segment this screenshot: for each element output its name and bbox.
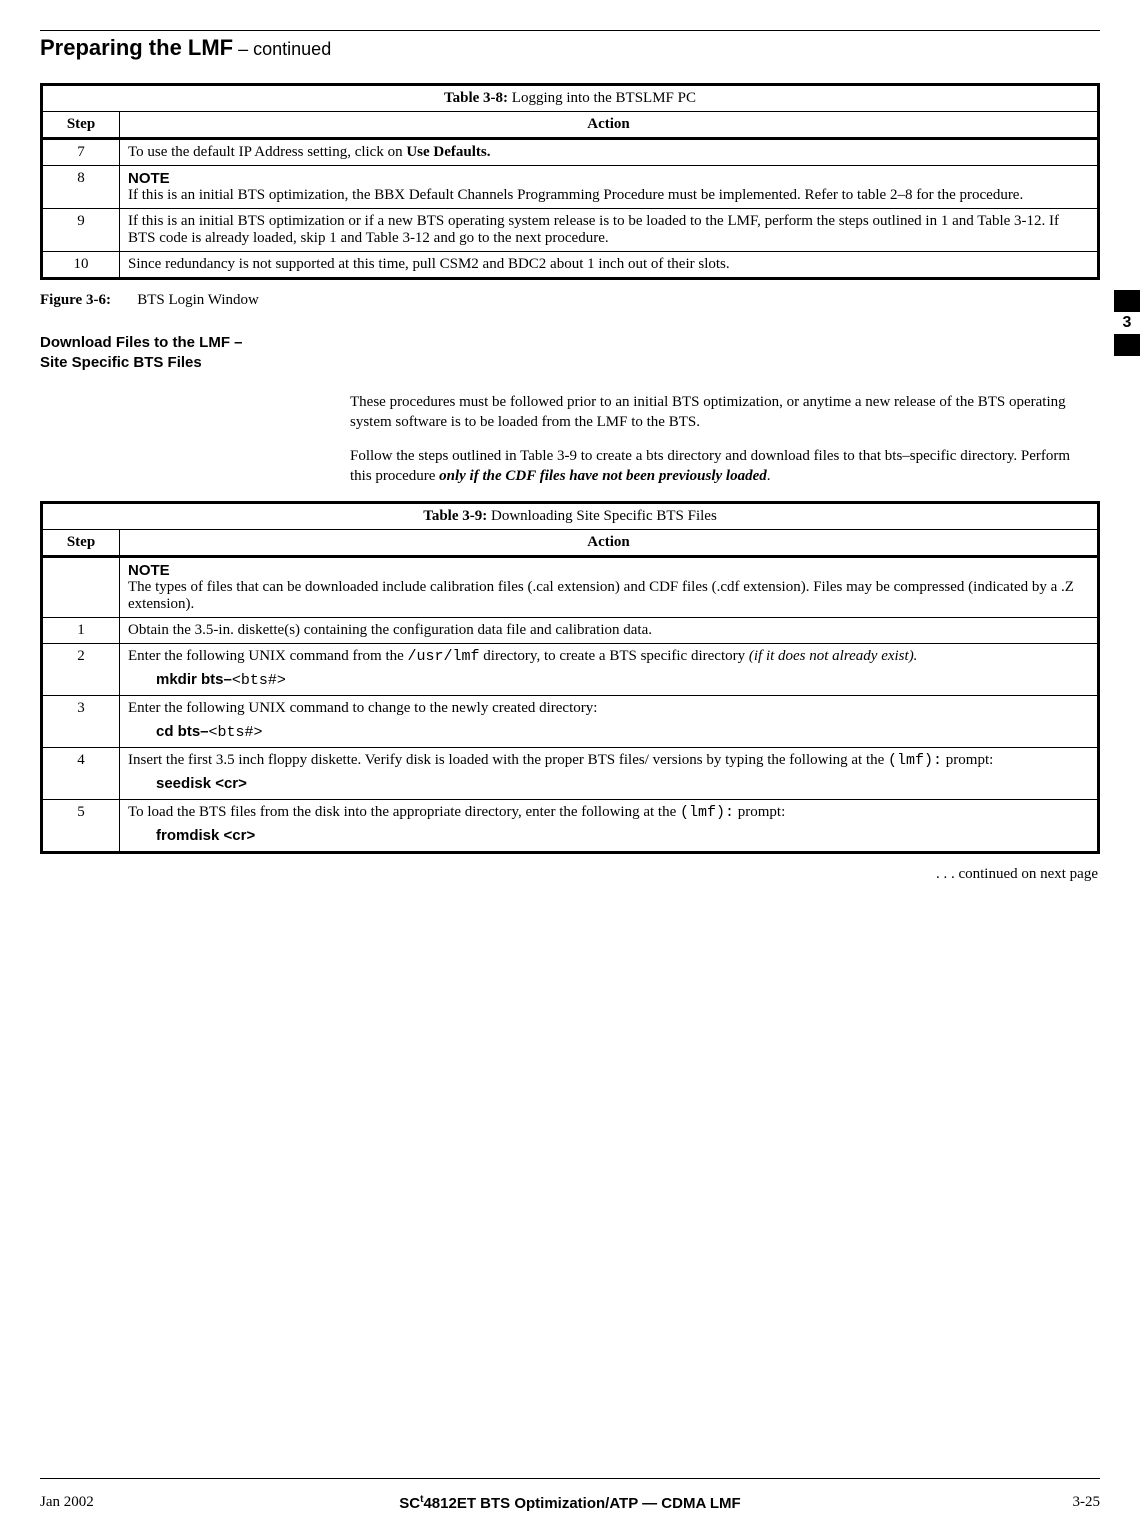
action-text: To use the default IP Address setting, c… xyxy=(128,144,406,160)
command-line: seedisk <cr> xyxy=(156,775,1089,793)
command-bold: fromdisk <cr> xyxy=(156,827,255,844)
footer-center-pre: SC xyxy=(399,1495,420,1512)
table-3-9-header-row: Step Action xyxy=(42,529,1099,556)
running-head: Preparing the LMF – continued xyxy=(40,35,1100,61)
table-3-8-caption-row: Table 3-8: Logging into the BTSLMF PC xyxy=(42,85,1099,112)
step-cell: 7 xyxy=(42,139,120,166)
command-mono: <bts#> xyxy=(232,672,286,689)
table-3-9-caption: Table 3-9: Downloading Site Specific BTS… xyxy=(42,502,1099,529)
section-head-l2: Site Specific BTS Files xyxy=(40,354,202,371)
table-3-9-caption-text: Downloading Site Specific BTS Files xyxy=(487,508,717,524)
side-tab-bottom-block xyxy=(1114,334,1140,356)
side-tab-top-block xyxy=(1114,290,1140,312)
step-cell: 2 xyxy=(42,643,120,695)
footer-center-post: 4812ET BTS Optimization/ATP — CDMA LMF xyxy=(423,1495,740,1512)
body-p1: These procedures must be followed prior … xyxy=(350,392,1090,433)
action-cell: If this is an initial BTS optimization o… xyxy=(120,209,1099,252)
step-cell: 8 xyxy=(42,166,120,209)
step-cell: 3 xyxy=(42,695,120,747)
action-mono: /usr/lmf xyxy=(408,648,480,665)
figure-text: BTS Login Window xyxy=(137,292,259,308)
action-cell: Enter the following UNIX command from th… xyxy=(120,643,1099,695)
figure-3-6-label: Figure 3-6: BTS Login Window xyxy=(40,292,1100,309)
action-ital: (if it does not already exist). xyxy=(749,648,918,664)
note-label: NOTE xyxy=(128,170,1089,187)
step-cell: 10 xyxy=(42,252,120,279)
table-row: 5 To load the BTS files from the disk in… xyxy=(42,799,1099,852)
running-head-title: Preparing the LMF xyxy=(40,35,233,60)
table-3-8-caption: Table 3-8: Logging into the BTSLMF PC xyxy=(42,85,1099,112)
table-row: 3 Enter the following UNIX command to ch… xyxy=(42,695,1099,747)
action-cell: To load the BTS files from the disk into… xyxy=(120,799,1099,852)
section-head: Download Files to the LMF – Site Specifi… xyxy=(40,333,1100,374)
command-bold: mkdir bts– xyxy=(156,671,232,688)
footer-center: SCt4812ET BTS Optimization/ATP — CDMA LM… xyxy=(40,1494,1100,1512)
table-row: 8 NOTE If this is an initial BTS optimiz… xyxy=(42,166,1099,209)
action-text2: prompt: xyxy=(734,804,785,820)
footer: Jan 2002 SCt4812ET BTS Optimization/ATP … xyxy=(40,1494,1100,1511)
side-tab-number: 3 xyxy=(1114,312,1140,334)
action-cell: To use the default IP Address setting, c… xyxy=(120,139,1099,166)
step-cell: 5 xyxy=(42,799,120,852)
command-bold: seedisk <cr> xyxy=(156,775,247,792)
table-3-8-caption-text: Logging into the BTSLMF PC xyxy=(508,90,696,106)
action-text: Enter the following UNIX command to chan… xyxy=(128,700,597,716)
body-p2: Follow the steps outlined in Table 3-9 t… xyxy=(350,446,1090,487)
side-tab: 3 xyxy=(1114,290,1140,356)
running-head-cont: – continued xyxy=(233,39,331,59)
table-row: 10 Since redundancy is not supported at … xyxy=(42,252,1099,279)
action-cell: Obtain the 3.5-in. diskette(s) containin… xyxy=(120,617,1099,643)
table-row: 1 Obtain the 3.5-in. diskette(s) contain… xyxy=(42,617,1099,643)
body-p2c: . xyxy=(767,468,771,484)
table-row: 4 Insert the first 3.5 inch floppy diske… xyxy=(42,747,1099,799)
continued-note: . . . continued on next page xyxy=(40,866,1098,883)
action-text: To load the BTS files from the disk into… xyxy=(128,804,680,820)
body-copy: These procedures must be followed prior … xyxy=(350,392,1090,487)
action-bold: Use Defaults. xyxy=(406,144,490,160)
action-text2: directory, to create a BTS specific dire… xyxy=(480,648,749,664)
action-cell: Since redundancy is not supported at thi… xyxy=(120,252,1099,279)
table-3-8-col-step: Step xyxy=(42,112,120,139)
command-bold: cd bts– xyxy=(156,723,209,740)
command-line: fromdisk <cr> xyxy=(156,827,1089,845)
action-mono: (lmf): xyxy=(680,804,734,821)
figure-label: Figure 3-6: xyxy=(40,292,111,308)
command-line: mkdir bts–<bts#> xyxy=(156,671,1089,689)
step-cell xyxy=(42,556,120,617)
table-row: 7 To use the default IP Address setting,… xyxy=(42,139,1099,166)
footer-rule xyxy=(40,1478,1100,1479)
table-3-8-col-action: Action xyxy=(120,112,1099,139)
table-3-8-caption-label: Table 3-8: xyxy=(444,90,508,106)
step-cell: 4 xyxy=(42,747,120,799)
note-text: If this is an initial BTS optimization, … xyxy=(128,187,1089,204)
table-row: 9 If this is an initial BTS optimization… xyxy=(42,209,1099,252)
table-row: NOTE The types of files that can be down… xyxy=(42,556,1099,617)
action-text: Enter the following UNIX command from th… xyxy=(128,648,408,664)
action-text: Insert the first 3.5 inch floppy diskett… xyxy=(128,752,888,768)
action-text2: prompt: xyxy=(942,752,993,768)
command-line: cd bts–<bts#> xyxy=(156,723,1089,741)
table-3-9-caption-row: Table 3-9: Downloading Site Specific BTS… xyxy=(42,502,1099,529)
note-text: The types of files that can be downloade… xyxy=(128,579,1089,613)
table-3-9-col-step: Step xyxy=(42,529,120,556)
step-cell: 9 xyxy=(42,209,120,252)
action-mono: (lmf): xyxy=(888,752,942,769)
table-3-8: Table 3-8: Logging into the BTSLMF PC St… xyxy=(40,83,1100,280)
action-cell: Insert the first 3.5 inch floppy diskett… xyxy=(120,747,1099,799)
command-mono: <bts#> xyxy=(209,724,263,741)
table-3-8-header-row: Step Action xyxy=(42,112,1099,139)
action-cell: NOTE If this is an initial BTS optimizat… xyxy=(120,166,1099,209)
table-3-9-col-action: Action xyxy=(120,529,1099,556)
table-3-9-caption-label: Table 3-9: xyxy=(423,508,487,524)
table-row: 2 Enter the following UNIX command from … xyxy=(42,643,1099,695)
step-cell: 1 xyxy=(42,617,120,643)
note-label: NOTE xyxy=(128,562,1089,579)
body-p2b: only if the CDF files have not been prev… xyxy=(439,468,767,484)
action-cell: NOTE The types of files that can be down… xyxy=(120,556,1099,617)
action-cell: Enter the following UNIX command to chan… xyxy=(120,695,1099,747)
section-head-l1: Download Files to the LMF – xyxy=(40,334,243,351)
table-3-9: Table 3-9: Downloading Site Specific BTS… xyxy=(40,501,1100,854)
